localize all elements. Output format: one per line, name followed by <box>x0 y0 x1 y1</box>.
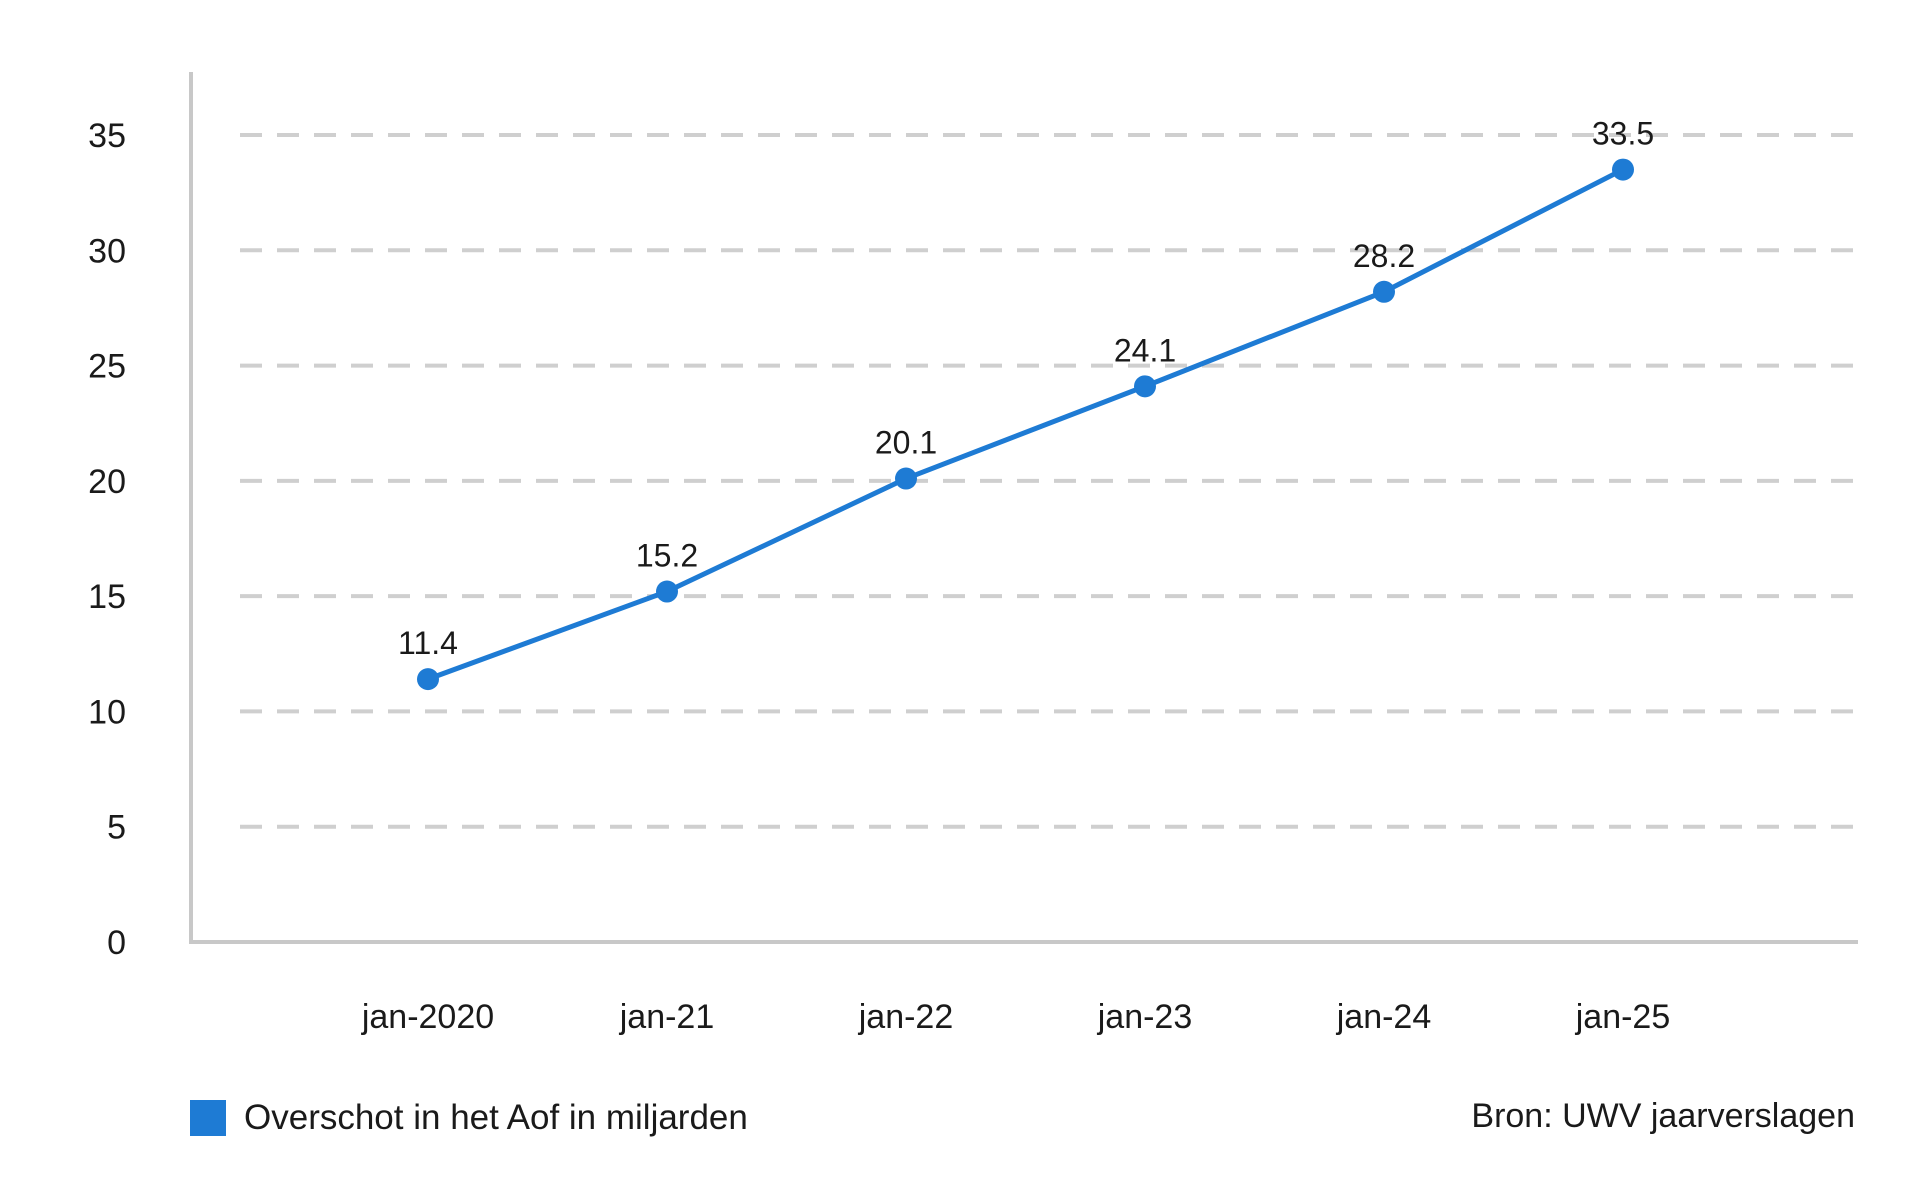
y-tick-label: 0 <box>107 924 126 962</box>
x-tick-label: jan-2020 <box>361 998 494 1036</box>
source-note: Bron: UWV jaarverslagen <box>1471 1097 1855 1135</box>
y-tick-label: 15 <box>88 578 126 616</box>
data-point <box>895 467 917 490</box>
gridlines <box>240 133 1858 829</box>
data-point <box>656 580 678 603</box>
y-tick-label: 30 <box>88 232 126 270</box>
x-tick-label: jan-21 <box>619 998 715 1036</box>
data-label: 11.4 <box>398 625 458 661</box>
data-point <box>1134 375 1156 398</box>
y-tick-label: 25 <box>88 348 126 386</box>
axes <box>189 72 1858 944</box>
data-label: 33.5 <box>1592 116 1654 152</box>
data-labels: 11.4 15.2 20.1 24.1 28.2 33.5 <box>398 116 1654 662</box>
x-tick-label: jan-24 <box>1336 998 1432 1036</box>
x-tick-labels: jan-2020 jan-21 jan-22 jan-23 jan-24 jan-25 <box>361 998 1670 1036</box>
data-label: 20.1 <box>875 425 937 461</box>
series-layer <box>417 158 1634 691</box>
y-tick-label: 5 <box>107 809 126 847</box>
data-point <box>417 668 439 691</box>
x-tick-label: jan-25 <box>1575 998 1671 1036</box>
legend: Overschot in het Aof in miljarden <box>190 1098 748 1138</box>
series-line <box>425 167 1626 682</box>
legend-swatch <box>190 1100 226 1136</box>
y-tick-labels: 0 5 10 15 20 25 30 35 <box>88 117 126 962</box>
data-label: 28.2 <box>1353 238 1415 274</box>
y-tick-label: 10 <box>88 693 126 731</box>
data-label: 24.1 <box>1114 332 1176 368</box>
data-label: 15.2 <box>636 538 698 574</box>
y-tick-label: 35 <box>88 117 126 155</box>
data-point <box>1612 158 1634 181</box>
legend-label: Overschot in het Aof in miljarden <box>244 1098 748 1137</box>
x-tick-label: jan-22 <box>858 998 954 1036</box>
x-tick-label: jan-23 <box>1097 998 1193 1036</box>
y-tick-label: 20 <box>88 463 126 501</box>
data-point <box>1373 280 1395 303</box>
